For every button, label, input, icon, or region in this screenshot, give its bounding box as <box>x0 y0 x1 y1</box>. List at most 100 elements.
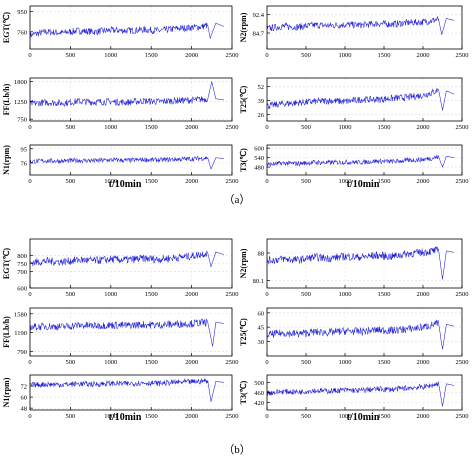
y-tick-label: 80.1 <box>253 278 264 285</box>
y-tick-label: 84.7 <box>253 30 265 37</box>
series-line <box>266 16 455 35</box>
series-line <box>29 155 224 170</box>
y-axis-label: N1(rpm) <box>2 377 11 407</box>
x-tick-label: 1000 <box>104 359 117 366</box>
y-tick-label: 60 <box>21 395 28 402</box>
panel-b-2: 80.1 88 0 500 1000 1500 2000 2500 N2(rpm) <box>239 238 469 298</box>
x-tick-label: 2500 <box>226 291 239 298</box>
x-tick-label: 1500 <box>378 413 391 420</box>
y-tick-label: 800 <box>17 253 27 260</box>
plot-frame <box>266 307 463 357</box>
x-tick-label: 2500 <box>456 178 469 185</box>
x-tick-label: 2000 <box>185 413 198 420</box>
series-line <box>266 155 455 168</box>
panel-b-5: 48 60 72 0 500 1000 1500 2000 2500 N1(rpm) <box>2 374 239 420</box>
y-tick-label: 76 <box>21 161 28 168</box>
x-tick-label: 500 <box>66 178 76 185</box>
series-line <box>29 318 224 347</box>
x-tick-label: 1000 <box>104 413 117 420</box>
panel-a-5: 76 95 0 500 1000 1500 2000 2500 N1(rpm) <box>2 144 239 185</box>
x-tick-label: 500 <box>66 124 76 131</box>
x-tick-label: 2500 <box>456 52 469 59</box>
y-axis-label: N2(rpm) <box>239 12 248 42</box>
x-tick-label: 1000 <box>104 178 117 185</box>
x-tick-label: 500 <box>66 291 76 298</box>
x-tick-label: 0 <box>265 359 268 366</box>
x-tick-label: 2000 <box>417 291 430 298</box>
x-tick-label: 0 <box>28 359 31 366</box>
panel-a-6: 480 540 600 0 500 1000 1500 2000 2500 T3(℃) <box>239 144 469 185</box>
x-tick-label: 1000 <box>104 291 117 298</box>
x-tick-label: 1000 <box>104 124 117 131</box>
caption-b: （b） <box>223 443 251 456</box>
x-tick-label: 2500 <box>226 124 239 131</box>
x-tick-label: 0 <box>265 124 268 131</box>
series-line <box>266 381 455 407</box>
y-tick-label: 700 <box>17 269 27 276</box>
plot-frame <box>266 238 463 289</box>
plot-frame <box>29 307 233 357</box>
x-tick-label: 0 <box>28 52 31 59</box>
y-tick-label: 460 <box>254 390 264 397</box>
y-tick-label: 1190 <box>14 330 27 337</box>
y-tick-label: 950 <box>17 9 27 16</box>
y-axis-label: EGT(℃) <box>2 12 11 44</box>
y-axis-label: T3(℃) <box>239 380 248 404</box>
series-line <box>29 81 224 108</box>
x-tick-label: 0 <box>265 413 268 420</box>
x-tick-label: 1500 <box>145 413 158 420</box>
x-label-a-right: t/10min <box>347 179 380 190</box>
y-tick-label: 500 <box>254 380 264 387</box>
x-tick-label: 1500 <box>378 291 391 298</box>
x-tick-label: 500 <box>301 413 311 420</box>
y-tick-label: 92.4 <box>253 12 265 19</box>
x-tick-label: 2000 <box>185 52 198 59</box>
plot-frame <box>266 144 463 176</box>
x-tick-label: 2500 <box>226 413 239 420</box>
x-tick-label: 1500 <box>378 52 391 59</box>
y-tick-label: 420 <box>254 400 264 407</box>
x-tick-label: 0 <box>265 178 268 185</box>
plot-frame <box>29 5 233 50</box>
panel-b-4: 30 45 60 0 500 1000 1500 2000 2500 T25(℃) <box>239 307 469 366</box>
y-tick-label: 88 <box>258 251 265 258</box>
x-tick-label: 1500 <box>145 52 158 59</box>
x-tick-label: 2500 <box>226 178 239 185</box>
y-tick-label: 48 <box>21 406 28 413</box>
x-tick-label: 2000 <box>417 359 430 366</box>
series-line <box>266 246 455 280</box>
x-tick-label: 0 <box>28 178 31 185</box>
x-tick-label: 2500 <box>226 359 239 366</box>
x-tick-label: 2000 <box>185 359 198 366</box>
x-tick-label: 500 <box>301 291 311 298</box>
x-tick-label: 1500 <box>378 359 391 366</box>
y-tick-label: 600 <box>17 286 27 293</box>
x-tick-label: 2000 <box>185 291 198 298</box>
y-tick-label: 45 <box>258 325 265 332</box>
panel-b-3: 790 1190 1580 0 500 1000 1500 2000 2500 FF(Lb/h) <box>2 307 239 366</box>
x-tick-label: 2000 <box>417 124 430 131</box>
x-tick-label: 2500 <box>456 359 469 366</box>
x-tick-label: 1500 <box>145 291 158 298</box>
x-tick-label: 500 <box>66 52 76 59</box>
y-axis-label: T25(℃) <box>239 318 248 346</box>
y-axis-label: FF(Lb/h) <box>2 316 11 348</box>
series-line <box>29 250 224 268</box>
y-tick-label: 1580 <box>14 311 27 318</box>
x-tick-label: 0 <box>28 413 31 420</box>
x-tick-label: 500 <box>301 52 311 59</box>
y-tick-label: 750 <box>17 261 27 268</box>
plot-frame <box>266 5 463 50</box>
y-tick-label: 26 <box>258 112 265 119</box>
x-tick-label: 1000 <box>339 291 352 298</box>
x-tick-label: 0 <box>265 52 268 59</box>
panel-a-4: 26 39 52 0 500 1000 1500 2000 2500 T25(℃) <box>239 77 469 131</box>
y-axis-label: T3(℃) <box>239 148 248 172</box>
y-tick-label: 540 <box>254 155 264 162</box>
y-tick-label: 72 <box>21 384 28 391</box>
x-label-a-left: t/10min <box>109 179 142 190</box>
y-tick-label: 790 <box>17 349 27 356</box>
y-tick-label: 52 <box>258 84 265 91</box>
x-tick-label: 0 <box>28 291 31 298</box>
series-line <box>266 319 455 350</box>
